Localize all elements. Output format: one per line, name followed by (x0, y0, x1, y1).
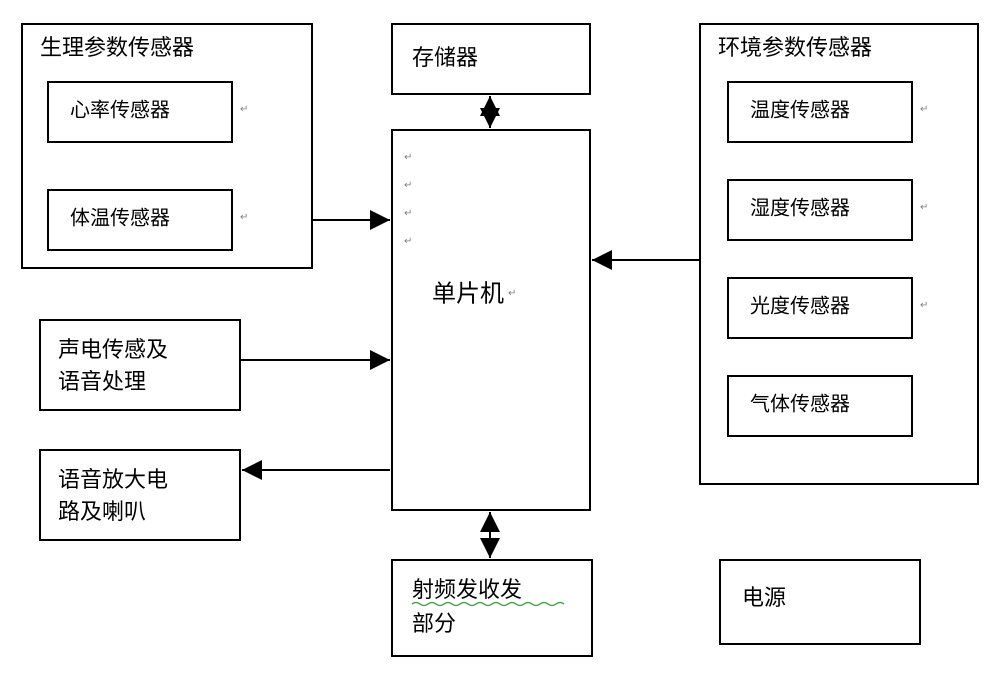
rf-box (392, 560, 592, 656)
body-temp-sensor-label: 体温传感器 (70, 207, 170, 230)
return-mark: ↵ (240, 212, 248, 223)
env-group-label: 环境参数传感器 (718, 35, 872, 60)
sound-processing-block: 声电传感及 语音处理 (40, 320, 240, 410)
power-label: 电源 (742, 585, 786, 610)
mcu-mark-4: ↵ (404, 236, 412, 247)
power-block: 电源 (720, 560, 920, 644)
mcu-mark-3: ↵ (404, 208, 412, 219)
audio-amp-block: 语音放大电 路及喇叭 (40, 450, 240, 540)
audio-amp-label-2: 路及喇叭 (58, 499, 146, 524)
physio-group-label: 生理参数传感器 (40, 35, 194, 60)
memory-block: 存储器 (392, 24, 590, 94)
return-mark: ↵ (508, 288, 516, 299)
return-mark: ↵ (920, 300, 928, 311)
block-diagram: 生理参数传感器 心率传感器 体温传感器 存储器 单片机 ↵ ↵ ↵ ↵ 环境参数… (0, 0, 1000, 693)
physio-sensor-group: 生理参数传感器 心率传感器 体温传感器 (22, 24, 312, 268)
audio-amp-box (40, 450, 240, 540)
mcu-block: 单片机 ↵ ↵ ↵ ↵ (392, 130, 590, 510)
gas-sensor-label: 气体传感器 (750, 393, 850, 416)
return-mark: ↵ (920, 202, 928, 213)
rf-label-1: 射频发收发 (412, 577, 522, 602)
heart-rate-sensor-label: 心率传感器 (70, 99, 170, 122)
mcu-label: 单片机 (432, 281, 504, 308)
mcu-mark-2: ↵ (404, 180, 412, 191)
return-mark: ↵ (920, 104, 928, 115)
humidity-sensor-label: 湿度传感器 (750, 197, 850, 220)
mcu-mark-1: ↵ (404, 152, 412, 163)
rf-block: 射频发收发 部分 (392, 560, 592, 656)
memory-label: 存储器 (412, 45, 478, 70)
light-sensor-label: 光度传感器 (750, 295, 850, 318)
sound-proc-label-2: 语音处理 (58, 369, 146, 394)
rf-label-2: 部分 (412, 611, 456, 636)
return-mark: ↵ (240, 104, 248, 115)
sound-proc-label-1: 声电传感及 (58, 337, 168, 362)
audio-amp-label-1: 语音放大电 (58, 467, 168, 492)
sound-proc-box (40, 320, 240, 410)
temp-sensor-label: 温度传感器 (750, 99, 850, 122)
env-sensor-group: 环境参数传感器 温度传感器 湿度传感器 光度传感器 气体传感器 (700, 24, 978, 484)
mcu-box (392, 130, 590, 510)
